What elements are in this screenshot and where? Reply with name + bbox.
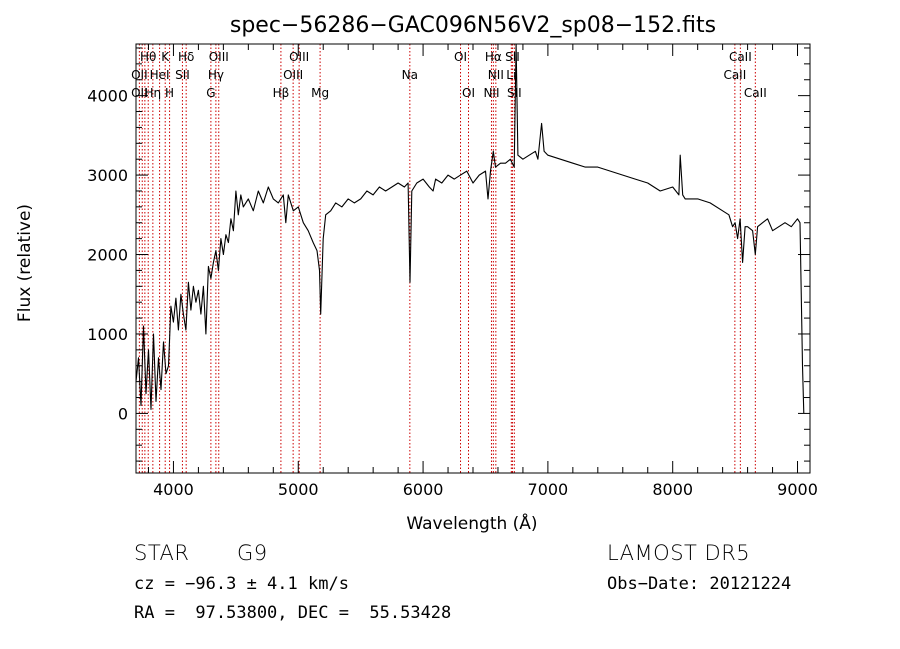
y-tick-label: 4000 bbox=[87, 87, 128, 106]
line-marker-label: Hη bbox=[145, 86, 162, 100]
line-marker-label: OIII bbox=[209, 50, 229, 64]
line-marker-label: SII bbox=[175, 68, 190, 82]
plot-frame bbox=[135, 43, 811, 474]
line-marker-label: OIII bbox=[289, 50, 309, 64]
line-marker-label: Hβ bbox=[273, 86, 290, 100]
y-tick-label: 1000 bbox=[87, 325, 128, 344]
line-marker-label: G bbox=[206, 86, 215, 100]
line-marker-label: OI bbox=[462, 86, 475, 100]
axes: 4000 5000 6000 7000 8000 9000 0 1000 2000 3000 400… bbox=[87, 43, 818, 499]
line-marker-label: CaII bbox=[723, 68, 746, 82]
line-marker-label: OI bbox=[454, 50, 467, 64]
object-subclass: G9 bbox=[237, 541, 268, 565]
chart-title: spec−56286−GAC096N56V2_sp08−152.fits bbox=[230, 13, 716, 38]
line-marker-label: CaII bbox=[729, 50, 752, 64]
coordinates: RA = 97.53800, DEC = 55.53428 bbox=[134, 603, 452, 623]
x-tick-label: 8000 bbox=[652, 480, 693, 499]
line-marker-label: Hδ bbox=[178, 50, 194, 64]
line-marker-label: Hα bbox=[485, 50, 502, 64]
line-marker-label: NII bbox=[488, 68, 504, 82]
line-marker-label: H bbox=[165, 86, 174, 100]
redshift-cz: cz = −96.3 ± 4.1 km/s bbox=[134, 574, 349, 594]
line-marker-label: SII bbox=[505, 50, 520, 64]
object-class: STAR bbox=[134, 541, 190, 565]
spectrum-series bbox=[135, 43, 805, 414]
y-tick-label: 0 bbox=[118, 404, 128, 423]
x-axis-label: Wavelength (Å) bbox=[406, 512, 537, 534]
line-marker-label: Hγ bbox=[208, 68, 224, 82]
observation-date: Obs−Date: 20121224 bbox=[607, 574, 792, 594]
survey-name: LAMOST DR5 bbox=[607, 541, 751, 565]
x-tick-label: 5000 bbox=[278, 480, 319, 499]
spectrum-line bbox=[135, 43, 805, 414]
line-marker-label: Li bbox=[506, 68, 516, 82]
line-marker-label: Mg bbox=[311, 86, 329, 100]
x-tick-label: 4000 bbox=[153, 480, 194, 499]
line-marker-label: SII bbox=[507, 86, 522, 100]
y-tick-label: 3000 bbox=[87, 166, 128, 185]
x-tick-label: 9000 bbox=[777, 480, 818, 499]
line-marker-label: OII bbox=[131, 68, 148, 82]
line-marker-label: CaII bbox=[744, 86, 767, 100]
line-marker-label: K bbox=[161, 50, 170, 64]
line-markers bbox=[138, 44, 756, 473]
line-marker-label: OIII bbox=[283, 68, 303, 82]
y-tick-label: 2000 bbox=[87, 246, 128, 265]
line-marker-label: Na bbox=[402, 68, 418, 82]
line-marker-label: Hθ bbox=[140, 50, 156, 64]
line-marker-label: HeI bbox=[150, 68, 170, 82]
line-marker-label: OII bbox=[131, 86, 148, 100]
y-axis-label: Flux (relative) bbox=[15, 204, 35, 322]
x-tick-label: 7000 bbox=[528, 480, 569, 499]
x-tick-label: 6000 bbox=[403, 480, 444, 499]
line-marker-label: NII bbox=[483, 86, 499, 100]
